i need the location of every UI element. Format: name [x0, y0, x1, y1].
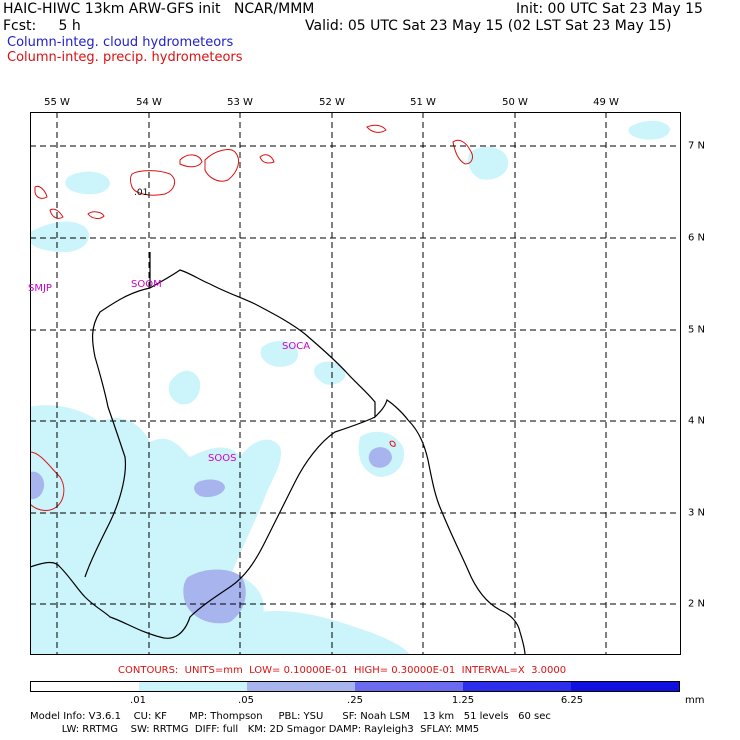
color-scale-segment [355, 682, 463, 691]
init-time: Init: 00 UTC Sat 23 May 15 [516, 1, 703, 17]
lat-lon-grid [30, 112, 681, 655]
station-label: SOCA [282, 341, 311, 352]
station-label: SMJP [28, 283, 52, 294]
lat-label: 6 N [688, 232, 706, 244]
valid-time: Valid: 05 UTC Sat 23 May 15 (02 LST Sat … [305, 18, 672, 34]
lon-label: 50 W [502, 97, 528, 108]
cloud-hydrometeor-fill [30, 120, 670, 655]
lat-label: 2 N [688, 598, 706, 610]
color-scale-units: mm [685, 695, 705, 706]
forecast-hour: Fcst: 5 h [3, 18, 81, 34]
map-plot-area: .01 [30, 112, 681, 655]
map-frame [30, 112, 681, 655]
color-scale-label: .05 [238, 695, 254, 706]
lat-label: 4 N [688, 415, 706, 427]
color-scale-segment [139, 682, 247, 691]
color-scale-segment [463, 682, 571, 691]
station-label: SOOM [131, 279, 162, 290]
station-label: SOOS [208, 453, 237, 464]
color-scale-label: .25 [347, 695, 363, 706]
lon-label: 49 W [593, 97, 619, 108]
lon-label: 51 W [410, 97, 436, 108]
lon-label: 55 W [44, 97, 70, 108]
color-scale-label: 6.25 [560, 695, 584, 706]
lon-label: 52 W [319, 97, 345, 108]
lon-label: 53 W [227, 97, 253, 108]
color-scale-segment [247, 682, 355, 691]
contour-value-label: .01 [134, 188, 148, 198]
model-info-line2: LW: RRTMG SW: RRTMG DIFF: full KM: 2D Sm… [30, 724, 480, 735]
legend-precip: Column-integ. precip. hydrometeors [7, 50, 243, 65]
lon-label: 54 W [136, 97, 162, 108]
legend-cloud: Column-integ. cloud hydrometeors [7, 35, 234, 50]
lat-label: 3 N [688, 507, 706, 519]
color-scale-label: 1.25 [451, 695, 475, 706]
precip-hydrometeor-contours [30, 124, 473, 511]
color-scale-segment [31, 682, 139, 691]
lat-label: 7 N [688, 140, 706, 152]
color-scale-bar [30, 681, 680, 692]
lat-label: 5 N [688, 324, 706, 336]
coastline-and-borders [30, 252, 526, 655]
color-scale-segment [571, 682, 679, 691]
color-scale-label: .01 [130, 695, 146, 706]
contour-info: CONTOURS: UNITS=mm LOW= 0.10000E-01 HIGH… [118, 665, 567, 676]
map-title: HAIC-HIWC 13km ARW-GFS init NCAR/MMM [3, 1, 315, 17]
model-info-line1: Model Info: V3.6.1 CU: KF MP: Thompson P… [30, 711, 551, 722]
